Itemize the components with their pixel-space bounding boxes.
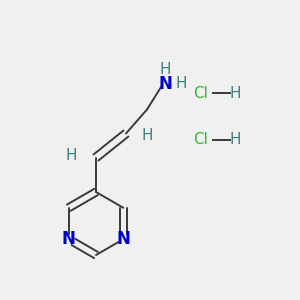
Text: H: H: [176, 76, 187, 92]
Text: Cl: Cl: [194, 85, 208, 100]
Text: Cl: Cl: [194, 132, 208, 147]
Text: N: N: [62, 230, 76, 248]
Text: N: N: [116, 230, 130, 248]
Text: H: H: [230, 132, 241, 147]
Text: H: H: [142, 128, 153, 142]
Text: H: H: [230, 85, 241, 100]
Text: H: H: [160, 61, 171, 76]
Text: N: N: [159, 75, 172, 93]
Text: H: H: [66, 148, 77, 164]
